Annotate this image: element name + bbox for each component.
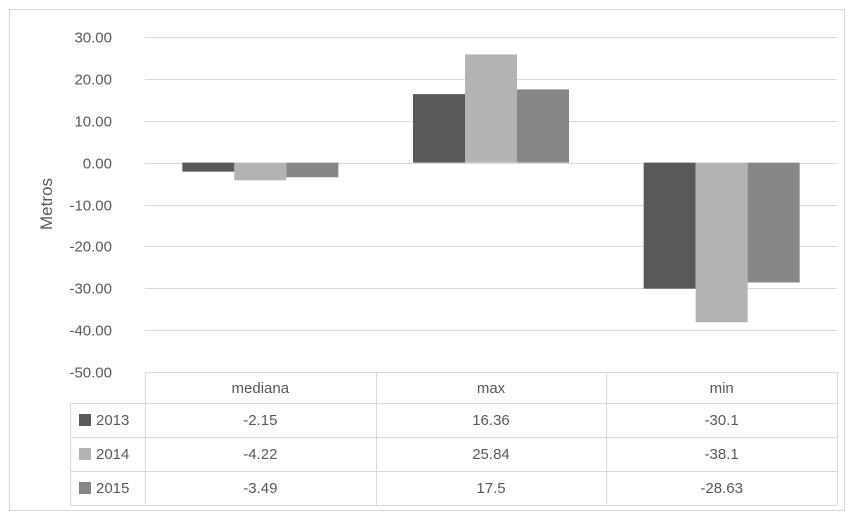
data-label: 17.5 — [476, 480, 505, 497]
y-axis-label: Metros — [37, 178, 56, 230]
data-label: -4.22 — [243, 446, 277, 463]
bar-2013-mediana — [182, 162, 235, 172]
legend-swatch-2015 — [79, 482, 91, 494]
category-label: min — [710, 380, 734, 397]
y-tick-label: 10.00 — [74, 114, 112, 131]
bar-2013-max — [413, 94, 465, 163]
bar-2015-min — [747, 162, 800, 283]
y-tick-label: -50.00 — [69, 365, 112, 382]
y-tick-label: -20.00 — [69, 239, 112, 256]
y-tick-label: 30.00 — [74, 30, 112, 47]
bar-2013-min — [643, 162, 696, 289]
data-label: -2.15 — [243, 412, 277, 429]
data-label: -38.1 — [705, 446, 739, 463]
category-label: mediana — [232, 380, 290, 397]
bar-2015-mediana — [286, 162, 339, 178]
legend-swatch-2014 — [79, 448, 91, 460]
bar-2014-max — [465, 54, 517, 163]
data-label: 25.84 — [472, 446, 510, 463]
y-tick-label: -40.00 — [69, 323, 112, 340]
y-tick-label: -10.00 — [69, 198, 112, 215]
y-tick-label: 0.00 — [83, 156, 112, 173]
bar-2014-mediana — [234, 162, 287, 181]
bar-2015-max — [517, 89, 569, 163]
bar-2014-min — [695, 162, 748, 323]
y-axis-ticks: 30.00 20.00 10.00 0.00 -10.00 -20.00 -30.00 -40… — [69, 30, 112, 382]
data-table: mediana max min 2013 -2.15 16.36 -30.1 2014 -4.2… — [70, 372, 838, 506]
y-tick-label: 20.00 — [74, 72, 112, 89]
bars — [182, 54, 800, 323]
category-label: max — [477, 380, 506, 397]
data-label: -30.1 — [705, 412, 739, 429]
data-label: 16.36 — [472, 412, 510, 429]
data-label: -3.49 — [243, 480, 277, 497]
data-label: -28.63 — [700, 480, 743, 497]
legend-label: 2014 — [96, 446, 129, 463]
legend-swatch-2013 — [79, 414, 91, 426]
y-tick-label: -30.00 — [69, 281, 112, 298]
legend-label: 2013 — [96, 412, 129, 429]
legend-label: 2015 — [96, 480, 129, 497]
